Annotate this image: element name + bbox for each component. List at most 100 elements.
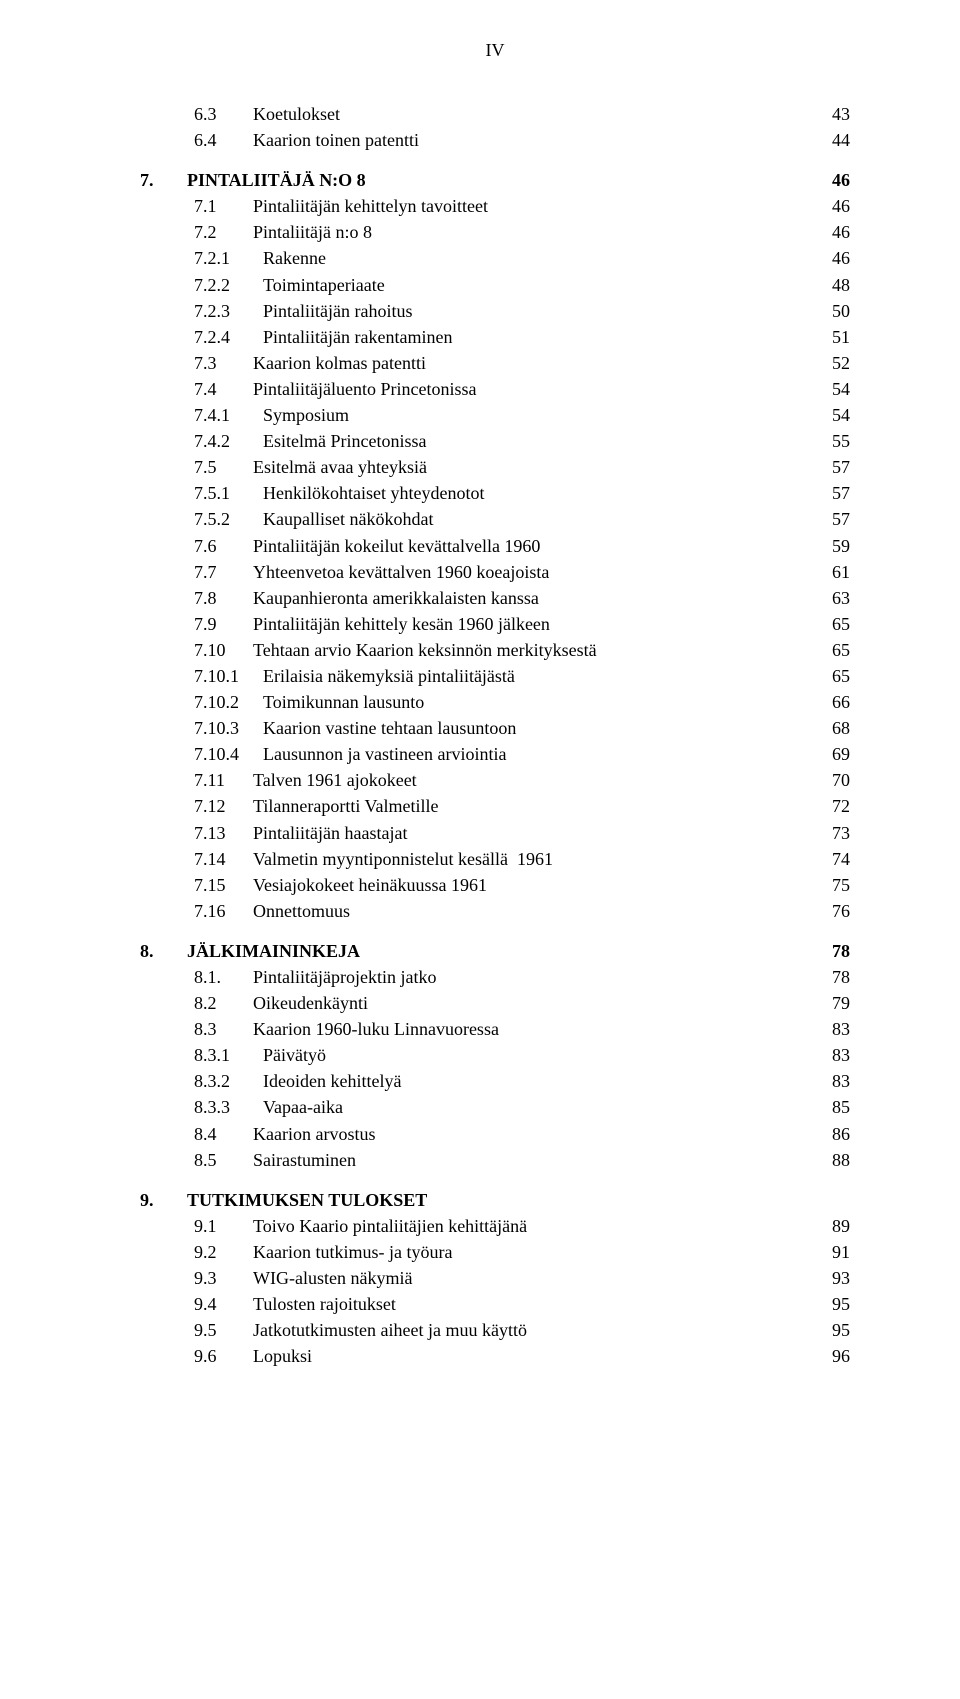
toc-entry-page: 89 — [810, 1213, 850, 1239]
toc-entry: 7.13 Pintaliitäjän haastajat 73 — [140, 820, 850, 846]
toc-entry: 7.11 Talven 1961 ajokokeet70 — [140, 767, 850, 793]
toc-entry: 7.9 Pintaliitäjän kehittely kesän 1960 j… — [140, 611, 850, 637]
toc-entry-left: 7.5.1 Henkilökohtaiset yhteydenotot — [140, 480, 484, 506]
toc-entry-title: Pintaliitäjän haastajat — [253, 820, 407, 846]
toc-entry-page: 73 — [810, 820, 850, 846]
toc-entry: 7.12 Tilanneraportti Valmetille72 — [140, 793, 850, 819]
toc-entry-left: 7.10 Tehtaan arvio Kaarion keksinnön mer… — [140, 637, 597, 663]
toc-entry-number: 9.6 — [194, 1343, 244, 1369]
toc-entry: 7.2.3 Pintaliitäjän rahoitus50 — [140, 298, 850, 324]
toc-entry-number: 6.3 — [194, 101, 244, 127]
toc-entry-number: 7.13 — [194, 820, 244, 846]
toc-entry-number: 7.2.1 — [194, 245, 254, 271]
toc-entry-title: Pintaliitäjän kokeilut kevättalvella 196… — [253, 533, 540, 559]
toc-entry-sep — [244, 1213, 253, 1239]
toc-entry-title: Jatkotutkimusten aiheet ja muu käyttö — [253, 1317, 527, 1343]
toc-entry: 8.4 Kaarion arvostus86 — [140, 1121, 850, 1147]
toc-entry-number: 8.1. — [194, 964, 244, 990]
toc-entry-title: Henkilökohtaiset yhteydenotot — [263, 480, 484, 506]
toc-entry-title: JÄLKIMAININKEJA — [187, 938, 360, 964]
toc-entry-page: 57 — [810, 506, 850, 532]
toc-entry-title: Pintaliitäjän kehittely kesän 1960 jälke… — [253, 611, 550, 637]
toc-entry-left: 9.4 Tulosten rajoitukset — [140, 1291, 396, 1317]
toc-entry-number: 7.9 — [194, 611, 244, 637]
toc-entry-sep — [254, 1042, 263, 1068]
toc-entry: 7.15 Vesiajokokeet heinäkuussa 196175 — [140, 872, 850, 898]
toc-entry: 7.2.4 Pintaliitäjän rakentaminen51 — [140, 324, 850, 350]
toc-entry: 9. TUTKIMUKSEN TULOKSET — [140, 1187, 850, 1213]
toc-entry-title: Toivo Kaario pintaliitäjien kehittäjänä — [253, 1213, 527, 1239]
toc-entry-left: 7.10.3 Kaarion vastine tehtaan lausuntoo… — [140, 715, 516, 741]
toc-entry-left: 7.5 Esitelmä avaa yhteyksiä — [140, 454, 427, 480]
toc-entry-sep — [244, 793, 253, 819]
toc-entry-page: 54 — [810, 376, 850, 402]
toc-entry-number: 7.7 — [194, 559, 244, 585]
toc-entry-number: 7.2.4 — [194, 324, 254, 350]
toc-entry-left: 7.15 Vesiajokokeet heinäkuussa 1961 — [140, 872, 487, 898]
toc-entry: 7.4.1 Symposium54 — [140, 402, 850, 428]
toc-entry-title: Tilanneraportti Valmetille — [253, 793, 438, 819]
toc-entry-number: 7.5.1 — [194, 480, 254, 506]
toc-entry-left: 9.3 WIG-alusten näkymiä — [140, 1265, 412, 1291]
toc-entry-page: 78 — [810, 938, 850, 964]
toc-entry-left: 7.2.4 Pintaliitäjän rakentaminen — [140, 324, 452, 350]
toc-entry-page: 46 — [810, 219, 850, 245]
toc-entry-page: 68 — [810, 715, 850, 741]
toc-entry-number: 7.2.2 — [194, 272, 254, 298]
toc-entry-title: Esitelmä avaa yhteyksiä — [253, 454, 427, 480]
toc-entry-title: Pintaliitäjän rakentaminen — [263, 324, 452, 350]
toc-entry-sep — [244, 1265, 253, 1291]
toc-entry-number: 8. — [140, 938, 178, 964]
toc-entry-number: 7.8 — [194, 585, 244, 611]
toc-entry: 7.3 Kaarion kolmas patentti52 — [140, 350, 850, 376]
toc-entry-number: 7.4.2 — [194, 428, 254, 454]
toc-entry-left: 7.6 Pintaliitäjän kokeilut kevättalvella… — [140, 533, 540, 559]
toc-entry-left: 7.3 Kaarion kolmas patentti — [140, 350, 426, 376]
toc-entry-left: 8.5 Sairastuminen — [140, 1147, 356, 1173]
toc-entry-left: 7.2 Pintaliitäjä n:o 8 — [140, 219, 372, 245]
toc-entry-title: Erilaisia näkemyksiä pintaliitäjästä — [263, 663, 515, 689]
toc-entry-number: 9.5 — [194, 1317, 244, 1343]
toc-entry: 7.4.2 Esitelmä Princetonissa55 — [140, 428, 850, 454]
toc-entry: 7.5.1 Henkilökohtaiset yhteydenotot 57 — [140, 480, 850, 506]
toc-entry: 7.10.2 Toimikunnan lausunto66 — [140, 689, 850, 715]
toc-entry-title: Yhteenvetoa kevättalven 1960 koeajoista — [253, 559, 549, 585]
toc-entry-left: 7.4 Pintaliitäjäluento Princetonissa — [140, 376, 476, 402]
toc-entry-title: Lausunnon ja vastineen arviointia — [263, 741, 506, 767]
toc-entry: 8.3.3 Vapaa-aika85 — [140, 1094, 850, 1120]
toc-entry-title: Lopuksi — [253, 1343, 312, 1369]
toc-entry-title: Pintaliitäjän rahoitus — [263, 298, 412, 324]
toc-entry-sep — [254, 741, 263, 767]
toc-entry-page: 69 — [810, 741, 850, 767]
toc-entry-title: Ideoiden kehittelyä — [263, 1068, 401, 1094]
toc-entry-number: 7.10.1 — [194, 663, 254, 689]
toc-entry-title: Onnettomuus — [253, 898, 350, 924]
toc-entry-sep — [244, 846, 253, 872]
toc-entry-number: 7. — [140, 167, 178, 193]
toc-entry-left: 8.3.3 Vapaa-aika — [140, 1094, 343, 1120]
toc-entry-sep — [244, 767, 253, 793]
toc-entry-page: 65 — [810, 611, 850, 637]
toc-entry-title: Pintaliitäjä n:o 8 — [253, 219, 372, 245]
toc-entry-left: 7.16 Onnettomuus — [140, 898, 350, 924]
toc-entry-title: Kaarion kolmas patentti — [253, 350, 426, 376]
toc-entry-left: 7.13 Pintaliitäjän haastajat — [140, 820, 407, 846]
toc-entry-left: 9. TUTKIMUKSEN TULOKSET — [140, 1187, 427, 1213]
toc-entry-number: 7.11 — [194, 767, 244, 793]
toc-entry: 7.2.2 Toimintaperiaate48 — [140, 272, 850, 298]
toc-entry-number: 9. — [140, 1187, 178, 1213]
toc-entry-page: 83 — [810, 1042, 850, 1068]
toc-entry: 9.5 Jatkotutkimusten aiheet ja muu käytt… — [140, 1317, 850, 1343]
toc-entry-page: 46 — [810, 193, 850, 219]
toc-entry: 9.2 Kaarion tutkimus- ja työura91 — [140, 1239, 850, 1265]
toc-entry-page: 91 — [810, 1239, 850, 1265]
toc-entry-title: Pintaliitäjäprojektin jatko — [253, 964, 436, 990]
toc-entry-number: 7.4.1 — [194, 402, 254, 428]
toc-entry-sep — [244, 872, 253, 898]
toc-entry-number: 7.2.3 — [194, 298, 254, 324]
toc-entry-left: 6.4 Kaarion toinen patentti — [140, 127, 419, 153]
toc-entry-left: 9.1 Toivo Kaario pintaliitäjien kehittäj… — [140, 1213, 527, 1239]
toc-entry-page: 57 — [810, 480, 850, 506]
toc-container: 6.3 Koetulokset436.4 Kaarion toinen pate… — [140, 101, 850, 1369]
toc-entry-left: 7.11 Talven 1961 ajokokeet — [140, 767, 417, 793]
